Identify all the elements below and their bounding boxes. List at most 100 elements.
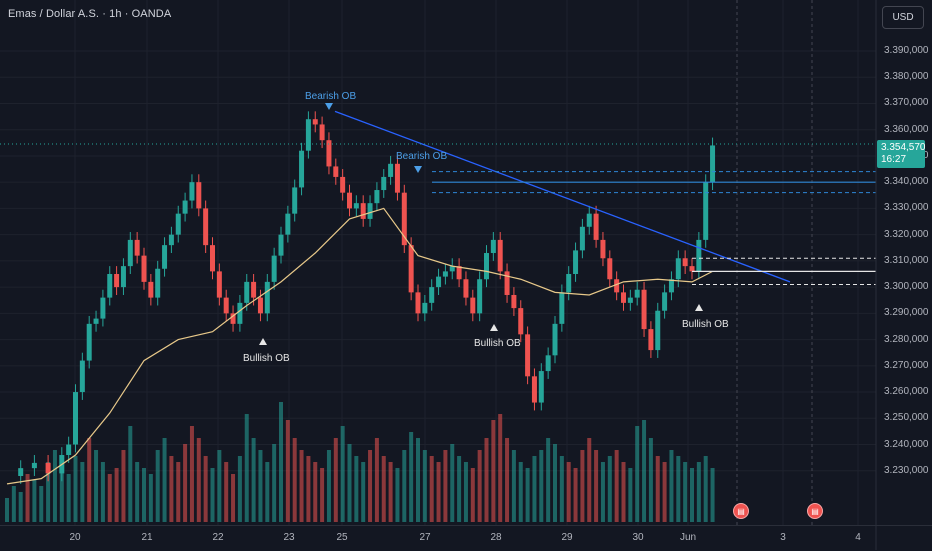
candle-body <box>340 176 346 193</box>
volume-bar <box>224 462 229 522</box>
volume-bar <box>237 456 242 522</box>
candle-body <box>120 266 126 288</box>
candle-body <box>360 203 366 219</box>
candle-body <box>326 140 332 167</box>
volume-bar <box>443 450 448 522</box>
candle-body <box>388 163 394 177</box>
bearish-ob-marker <box>325 103 333 110</box>
candle-body <box>305 119 311 151</box>
volume-bar <box>429 456 434 522</box>
candle-body <box>634 289 640 298</box>
volume-bar <box>59 468 64 522</box>
bullish-ob-label[interactable]: Bullish OB <box>243 353 290 364</box>
candle-body <box>210 245 215 272</box>
price-tick-label: 3.380,000 <box>884 71 929 83</box>
candle-body <box>257 297 263 314</box>
volume-bar <box>628 468 633 522</box>
candle-body <box>285 213 291 235</box>
candle-body <box>333 166 339 177</box>
volume-bar <box>39 486 44 522</box>
volume-bar <box>244 414 249 522</box>
volume-bar <box>546 438 551 522</box>
candle-body <box>401 192 407 246</box>
volume-bar <box>690 468 694 522</box>
candle-body <box>668 279 674 293</box>
candle-body <box>230 313 236 324</box>
bullish-ob-marker <box>259 338 267 345</box>
volume-bar <box>203 456 208 522</box>
candle-body <box>353 203 359 209</box>
price-tick-label: 3.230,000 <box>884 464 929 476</box>
candle-body <box>141 255 147 282</box>
volume-bar <box>587 438 592 522</box>
candle-body <box>107 274 113 298</box>
candle-body <box>573 250 579 274</box>
volume-bar <box>196 438 201 522</box>
candle-body <box>477 279 483 314</box>
volume-bar <box>340 426 345 522</box>
candle-body <box>203 208 209 246</box>
currency-button[interactable]: USD <box>882 6 924 29</box>
candle-body <box>264 281 270 314</box>
us-flag-icon[interactable]: ▤ <box>807 503 823 519</box>
volume-bar <box>251 438 256 522</box>
candle-body <box>710 145 716 183</box>
candle-body <box>381 176 387 191</box>
volume-bar <box>155 450 160 522</box>
volume-bar <box>176 462 181 522</box>
bearish-ob-label[interactable]: Bearish OB <box>396 151 448 162</box>
price-tick-label: 3.250,000 <box>884 412 929 424</box>
candle-body <box>442 271 448 277</box>
candle-body <box>600 239 606 259</box>
volume-bar <box>32 480 37 522</box>
candle-body <box>621 292 626 303</box>
volume-bar <box>169 456 174 522</box>
volume-bar <box>395 468 400 522</box>
volume-bar <box>66 474 71 522</box>
volume-bar <box>470 468 475 522</box>
price-axis[interactable]: 3.390,000 3.380,000 3.370,000 3.360,000 3.35… <box>876 0 932 525</box>
time-tick-label: 3 <box>780 532 786 543</box>
volume-bar <box>217 450 222 522</box>
candle-body <box>415 292 421 314</box>
candle-body <box>456 266 462 280</box>
candle-body <box>394 163 400 193</box>
time-tick-label: 29 <box>561 532 573 543</box>
time-axis[interactable]: 20 21 22 23 25 27 28 29 30 Jun 3 4 <box>0 525 932 551</box>
candle-body <box>593 213 599 240</box>
volume-bar <box>683 462 688 522</box>
volume-bar <box>696 462 701 522</box>
price-tick-label: 3.390,000 <box>884 45 929 56</box>
volume-bar <box>409 432 414 522</box>
candle-body <box>66 444 72 456</box>
candle-body <box>347 192 352 209</box>
volume-bar <box>231 474 236 522</box>
time-tick-label: 27 <box>419 532 431 543</box>
candle-body <box>45 462 51 474</box>
bullish-ob-label[interactable]: Bullish OB <box>474 338 521 349</box>
volume-bar <box>525 468 530 522</box>
volume-bar <box>333 438 338 522</box>
volume-bar <box>662 462 667 522</box>
volume-bar <box>477 450 482 522</box>
time-tick-label: 30 <box>632 532 644 543</box>
volume-bar <box>25 474 30 522</box>
volume-bar <box>505 438 510 522</box>
bearish-ob-label[interactable]: Bearish OB <box>305 91 357 102</box>
price-tick-label: 3.280,000 <box>884 333 929 345</box>
price-tick-label: 3.320,000 <box>884 228 929 240</box>
us-flag-icon[interactable]: ▤ <box>733 503 749 519</box>
bullish-ob-label[interactable]: Bullish OB <box>682 319 729 330</box>
candle-body <box>463 279 469 298</box>
candle-body <box>552 323 558 356</box>
volume-bar <box>5 498 9 522</box>
time-tick-label: 23 <box>283 532 295 543</box>
candle-body <box>86 323 92 361</box>
candle-body <box>134 239 140 256</box>
volume-bar <box>100 462 105 522</box>
volume-bar <box>580 450 585 522</box>
candle-body <box>148 281 154 298</box>
candle-body <box>641 289 647 330</box>
candle-body <box>18 468 24 477</box>
